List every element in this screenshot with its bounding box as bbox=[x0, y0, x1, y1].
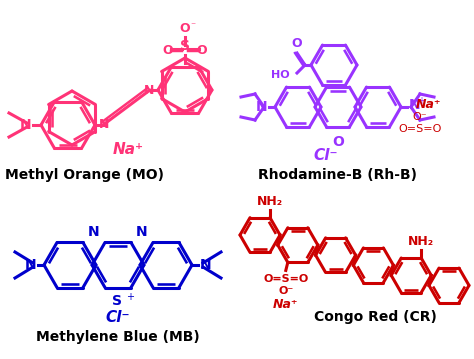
Text: Methyl Orange (MO): Methyl Orange (MO) bbox=[6, 168, 164, 182]
Text: +: + bbox=[126, 292, 134, 302]
Text: NH₂: NH₂ bbox=[408, 235, 434, 248]
Text: N: N bbox=[24, 258, 36, 272]
Text: O: O bbox=[180, 22, 191, 35]
Text: O=S=O: O=S=O bbox=[263, 274, 309, 284]
Text: O=S=O: O=S=O bbox=[398, 124, 442, 134]
Text: Na⁺: Na⁺ bbox=[273, 298, 299, 311]
Text: N: N bbox=[200, 258, 211, 272]
Text: NH₂: NH₂ bbox=[257, 195, 283, 208]
Text: O⁻: O⁻ bbox=[278, 286, 293, 297]
Text: Cl⁻: Cl⁻ bbox=[106, 309, 130, 325]
Text: N: N bbox=[136, 225, 148, 239]
Text: N: N bbox=[144, 84, 154, 97]
Text: Na⁺: Na⁺ bbox=[112, 143, 144, 158]
Text: O: O bbox=[163, 43, 173, 56]
Text: O⁻: O⁻ bbox=[413, 112, 428, 122]
Text: O: O bbox=[292, 37, 302, 50]
Text: Rhodamine-B (Rh-B): Rhodamine-B (Rh-B) bbox=[258, 168, 418, 182]
Text: S: S bbox=[180, 39, 190, 53]
Text: N: N bbox=[409, 98, 420, 112]
Text: O: O bbox=[197, 43, 207, 56]
Text: S: S bbox=[112, 294, 122, 308]
Text: N: N bbox=[88, 225, 100, 239]
Text: Na⁺: Na⁺ bbox=[415, 98, 441, 112]
Text: Cl⁻: Cl⁻ bbox=[314, 148, 338, 163]
Text: Methylene Blue (MB): Methylene Blue (MB) bbox=[36, 330, 200, 344]
Text: ⁻: ⁻ bbox=[190, 21, 195, 31]
Text: O: O bbox=[332, 135, 344, 149]
Text: N: N bbox=[99, 118, 109, 131]
Text: HO: HO bbox=[272, 70, 290, 80]
Text: +: + bbox=[417, 96, 425, 106]
Text: N: N bbox=[19, 118, 31, 132]
Text: N: N bbox=[255, 100, 267, 114]
Text: Congo Red (CR): Congo Red (CR) bbox=[314, 310, 437, 324]
